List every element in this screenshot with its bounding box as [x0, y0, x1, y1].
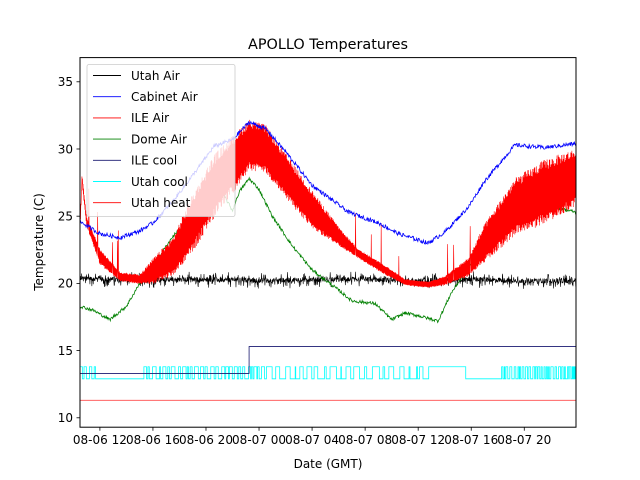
legend-label: Cabinet Air [131, 90, 198, 104]
legend-label: Utah Air [131, 69, 180, 83]
x-tick-label: 08-07 16 [444, 433, 498, 447]
legend-item: Utah heat [93, 196, 191, 210]
x-tick-label: 08-07 12 [391, 433, 445, 447]
series-line-ile-air [80, 119, 576, 288]
series-line-utah-air [80, 271, 576, 289]
x-tick-label: 08-06 20 [179, 433, 233, 447]
y-tick-label: 25 [58, 209, 73, 223]
legend-item: Utah Air [93, 69, 180, 83]
x-tick-label: 08-06 12 [73, 433, 127, 447]
plot-area [80, 119, 576, 401]
y-tick-label: 10 [58, 411, 73, 425]
legend-label: Dome Air [131, 132, 187, 146]
legend-box [86, 64, 236, 217]
legend-item: Cabinet Air [93, 90, 198, 104]
legend-item: ILE cool [93, 154, 177, 168]
y-tick-label: 15 [58, 344, 73, 358]
y-tick-label: 35 [58, 75, 73, 89]
y-axis: 10 15 20 25 30 35 [58, 75, 80, 425]
legend-item: Dome Air [93, 132, 187, 146]
legend-item: Utah cool [93, 175, 188, 189]
series-line-ile-cool [80, 346, 576, 374]
chart-title: APOLLO Temperatures [248, 37, 408, 53]
x-tick-label: 08-06 16 [126, 433, 180, 447]
legend-label: ILE cool [131, 154, 177, 168]
y-tick-label: 20 [58, 277, 73, 291]
legend-label: Utah heat [131, 196, 191, 210]
x-axis-label: Date (GMT) [294, 457, 363, 471]
legend-item: ILE Air [93, 111, 169, 125]
legend: Utah Air Cabinet Air ILE Air Dome Air ILE co… [86, 64, 236, 217]
x-axis: 08-06 12 08-06 16 08-06 20 08-07 00 08-07 04… [73, 427, 551, 447]
legend-label: ILE Air [131, 111, 169, 125]
x-tick-label: 08-07 04 [285, 433, 339, 447]
x-tick-label: 08-07 20 [497, 433, 551, 447]
x-tick-label: 08-07 00 [232, 433, 286, 447]
series-line-utah-cool [80, 366, 576, 380]
y-axis-label: Temperature (C) [32, 193, 46, 292]
x-tick-label: 08-07 08 [338, 433, 392, 447]
y-tick-label: 30 [58, 142, 73, 156]
axes-frame [79, 57, 577, 428]
legend-label: Utah cool [131, 175, 188, 189]
